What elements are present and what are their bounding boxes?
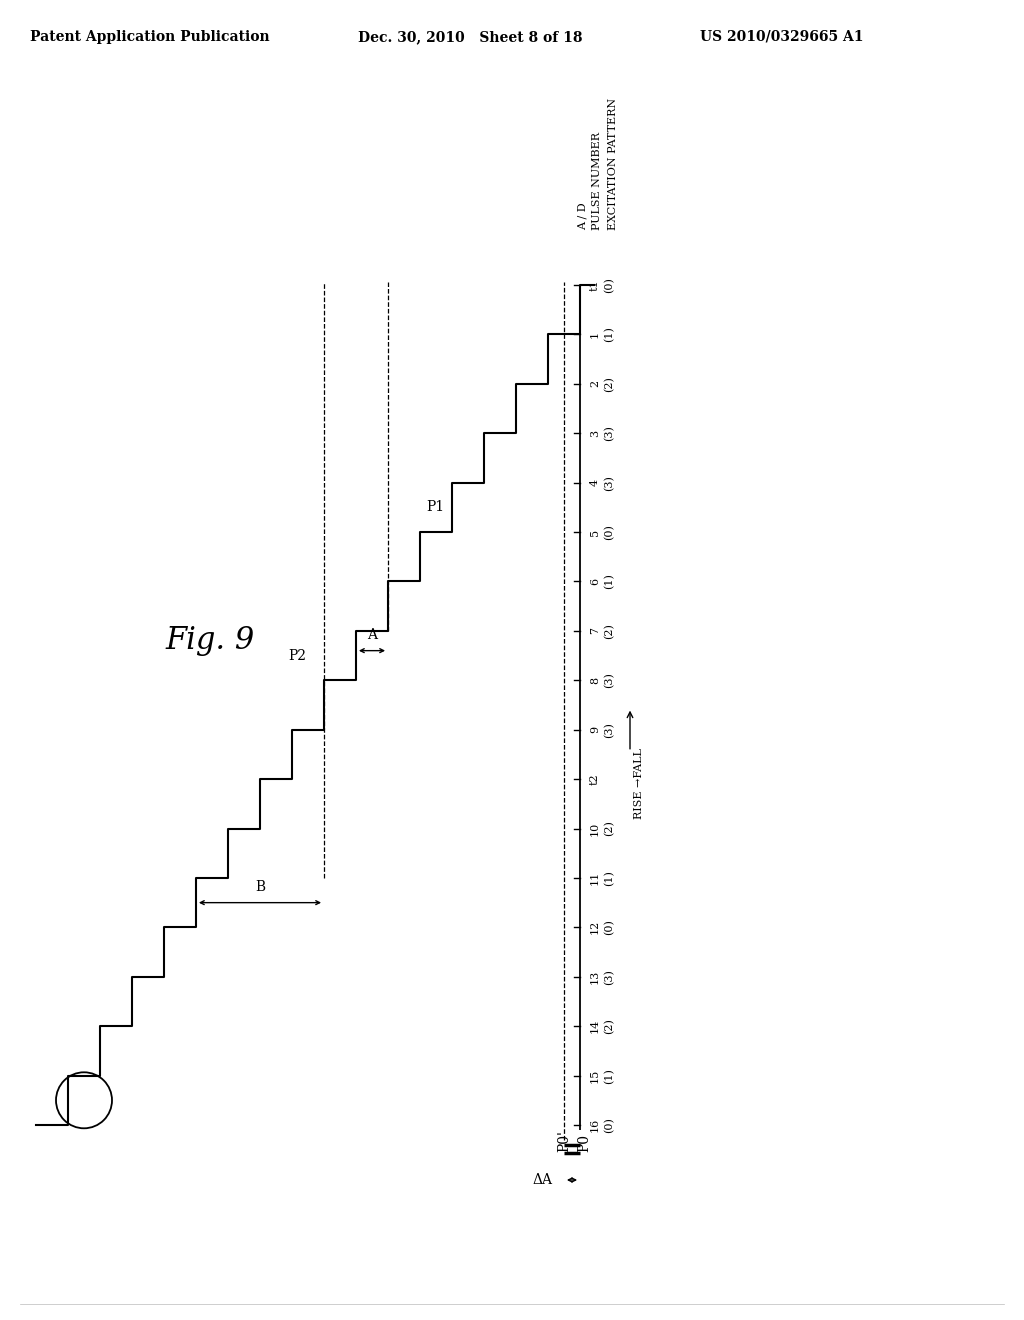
- Text: P0: P0: [577, 1134, 591, 1152]
- Text: (3): (3): [604, 672, 614, 688]
- Text: 4: 4: [590, 479, 600, 486]
- Text: (3): (3): [604, 969, 614, 985]
- Text: 7: 7: [590, 627, 600, 635]
- Text: 14: 14: [590, 1019, 600, 1034]
- Text: 1: 1: [590, 331, 600, 338]
- Text: RISE →FALL: RISE →FALL: [634, 747, 644, 818]
- Text: P1: P1: [426, 500, 444, 515]
- Text: PULSE NUMBER: PULSE NUMBER: [592, 132, 602, 230]
- Text: (0): (0): [604, 1117, 614, 1133]
- Text: Patent Application Publication: Patent Application Publication: [30, 30, 269, 44]
- Text: (0): (0): [604, 524, 614, 540]
- Text: A / D: A / D: [578, 202, 588, 230]
- Text: 6: 6: [590, 578, 600, 585]
- Text: (1): (1): [604, 326, 614, 342]
- Text: t2: t2: [590, 774, 600, 785]
- Text: (2): (2): [604, 1018, 614, 1034]
- Text: (2): (2): [604, 376, 614, 392]
- Text: A: A: [367, 627, 377, 642]
- Text: ΔA: ΔA: [532, 1173, 552, 1187]
- Text: Dec. 30, 2010   Sheet 8 of 18: Dec. 30, 2010 Sheet 8 of 18: [358, 30, 583, 44]
- Text: (1): (1): [604, 1068, 614, 1084]
- Text: (3): (3): [604, 475, 614, 491]
- Text: 10: 10: [590, 821, 600, 836]
- Text: (0): (0): [604, 277, 614, 293]
- Text: (0): (0): [604, 920, 614, 936]
- Text: 2: 2: [590, 380, 600, 387]
- Text: 9: 9: [590, 726, 600, 734]
- Text: EXCITATION PATTERN: EXCITATION PATTERN: [608, 98, 618, 230]
- Text: (1): (1): [604, 573, 614, 590]
- Text: 11: 11: [590, 871, 600, 886]
- Text: P2: P2: [288, 648, 306, 663]
- Text: 3: 3: [590, 430, 600, 437]
- Text: t1: t1: [590, 280, 600, 290]
- Text: B: B: [255, 879, 265, 894]
- Text: 5: 5: [590, 528, 600, 536]
- Text: (1): (1): [604, 870, 614, 886]
- Text: (2): (2): [604, 821, 614, 837]
- Text: P0': P0': [557, 1130, 571, 1152]
- Text: 12: 12: [590, 920, 600, 935]
- Text: US 2010/0329665 A1: US 2010/0329665 A1: [700, 30, 863, 44]
- Text: (3): (3): [604, 425, 614, 441]
- Text: Fig. 9: Fig. 9: [165, 624, 255, 656]
- Text: (2): (2): [604, 623, 614, 639]
- Text: 13: 13: [590, 970, 600, 983]
- Text: 16: 16: [590, 1118, 600, 1133]
- Text: (3): (3): [604, 722, 614, 738]
- Text: 8: 8: [590, 677, 600, 684]
- Text: 15: 15: [590, 1068, 600, 1082]
